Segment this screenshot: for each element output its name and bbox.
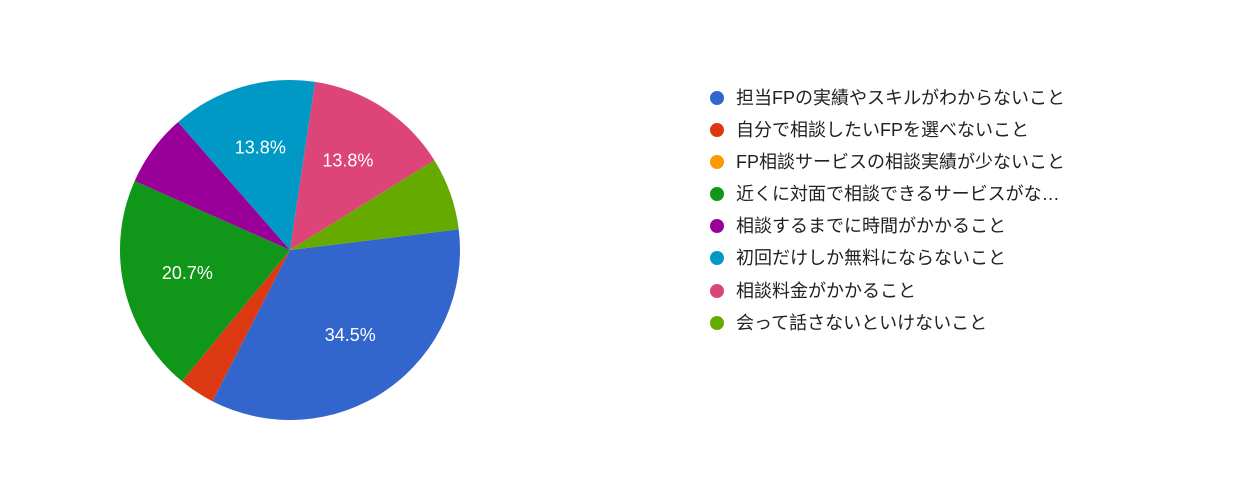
legend-item: 自分で相談したいFPを選べないこと [710,117,1210,143]
legend-item: FP相談サービスの相談実績が少ないこと [710,149,1210,175]
legend-item: 初回だけしか無料にならないこと [710,245,1210,271]
legend-dot [710,251,724,265]
pie-chart: 34.5% 20.7% 13.8% 13.8% [120,80,460,420]
legend-label: 担当FPの実績やスキルがわからないこと [736,85,1156,111]
legend-dot [710,123,724,137]
legend-dot [710,316,724,330]
legend-dot [710,284,724,298]
legend-label: 自分で相談したいFPを選べないこと [736,117,1156,143]
legend-item: 会って話さないといけないこと [710,310,1210,336]
slice-label: 34.5% [325,325,376,345]
slice-label: 13.8% [322,151,373,171]
pie-svg: 34.5% 20.7% 13.8% 13.8% [120,80,460,420]
slice-label: 20.7% [162,263,213,283]
legend-label: 会って話さないといけないこと [736,310,1156,336]
legend-item: 担当FPの実績やスキルがわからないこと [710,85,1210,111]
legend: 担当FPの実績やスキルがわからないこと自分で相談したいFPを選べないこと FP相談… [710,85,1210,342]
legend-label: 初回だけしか無料にならないこと [736,245,1156,271]
legend-label: FP相談サービスの相談実績が少ないこと [736,149,1156,175]
legend-dot [710,91,724,105]
legend-label: 相談するまでに時間がかかること [736,213,1156,239]
legend-label: 近くに対面で相談できるサービスがな… [736,181,1156,207]
legend-item: 相談料金がかかること [710,278,1210,304]
legend-dot [710,187,724,201]
legend-dot [710,219,724,233]
legend-label: 相談料金がかかること [736,278,1156,304]
legend-dot [710,155,724,169]
slice-label: 13.8% [235,138,286,158]
legend-item: 相談するまでに時間がかかること [710,213,1210,239]
chart-container: 34.5% 20.7% 13.8% 13.8% 担当FPの実績やスキルがわからないこと… [0,0,1252,502]
legend-item: 近くに対面で相談できるサービスがな… [710,181,1210,207]
